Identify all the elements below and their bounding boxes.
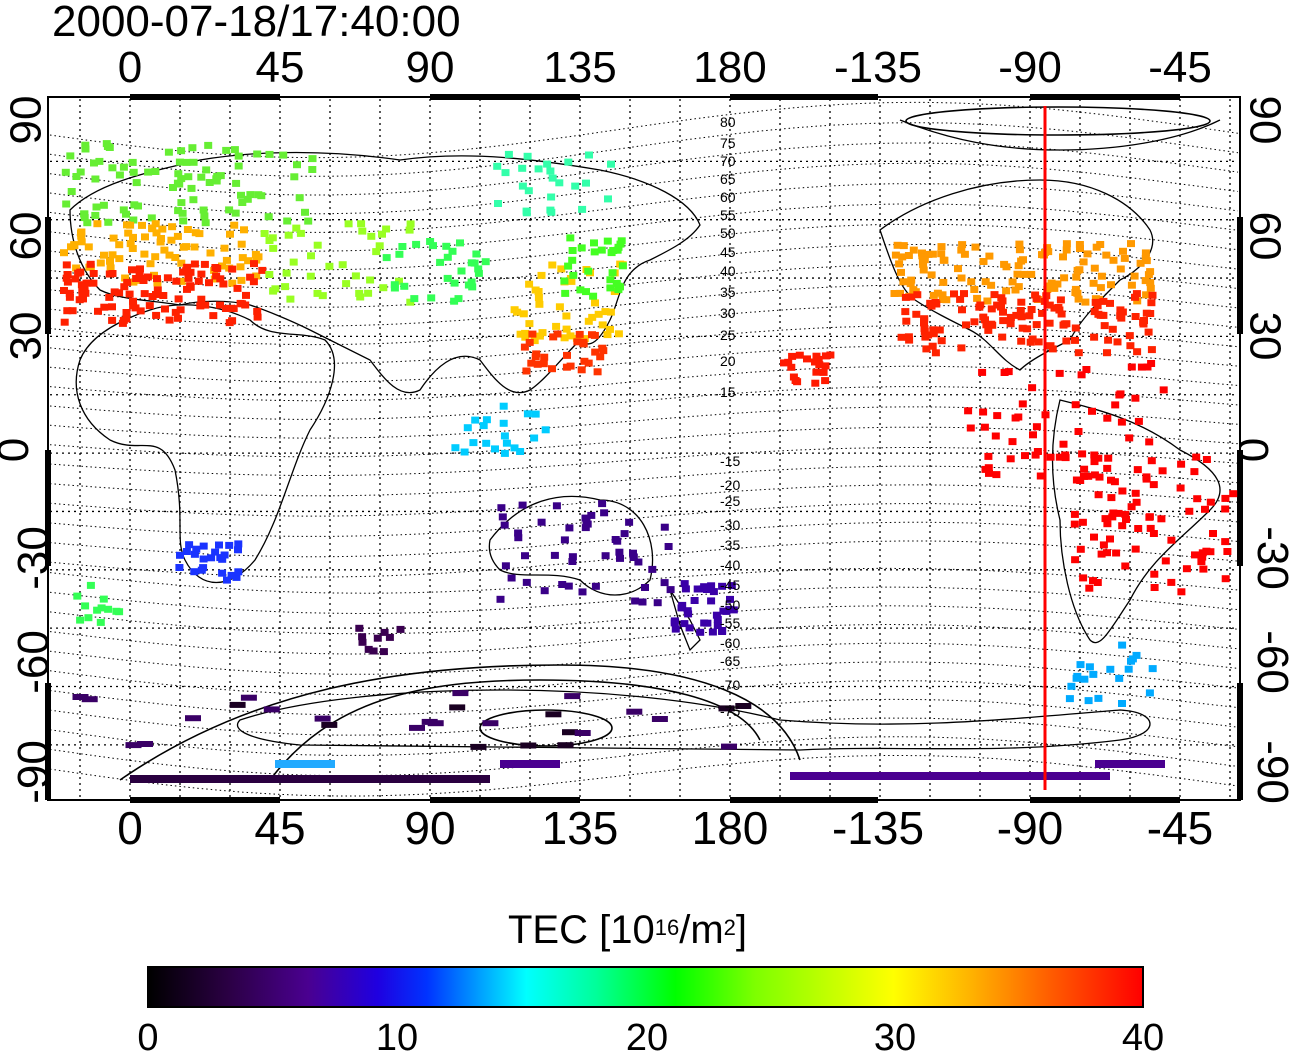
contour-label: -50 — [720, 597, 740, 613]
colorbar-tick: 10 — [375, 1017, 419, 1059]
contour-label: -75 — [720, 703, 740, 719]
bottom-lon-label: -45 — [1146, 802, 1214, 854]
bottom-lon-label: -135 — [831, 802, 925, 854]
contour-label: 20 — [720, 353, 736, 369]
contour-label: 30 — [720, 305, 736, 321]
contour-label: -40 — [720, 557, 740, 573]
contour-label: 55 — [720, 207, 736, 223]
contour-label: -55 — [720, 615, 740, 631]
contour-label: -25 — [720, 493, 740, 509]
contour-labels: 80 75 70 65 60 55 50 45 40 35 30 25 20 15 -15 -20-25 -30… — [720, 114, 740, 719]
bottom-lon-label: -90 — [996, 802, 1064, 854]
contour-label: -45 — [720, 577, 740, 593]
top-lon-label: 135 — [543, 43, 617, 92]
top-lon-label: -135 — [833, 43, 923, 92]
colorbar-title: TEC [1016/m2] — [508, 908, 748, 952]
contour-label: -35 — [720, 537, 740, 553]
bottom-lon-label: 90 — [404, 802, 456, 854]
contour-label: 50 — [720, 225, 736, 241]
contour-label: -70 — [720, 677, 740, 693]
top-lon-label: 0 — [117, 43, 143, 92]
bottom-lon-label: 135 — [541, 802, 619, 854]
top-lon-label: 90 — [405, 43, 455, 92]
contour-label: 80 — [720, 114, 736, 130]
top-lon-label: 180 — [693, 43, 767, 92]
bottom-lon-label: 0 — [117, 802, 143, 854]
lat-lon-grid — [50, 99, 1238, 798]
colorbar-tick: 40 — [1121, 1017, 1165, 1059]
colorbar-tick: 0 — [137, 1017, 159, 1059]
top-lon-label: -90 — [998, 43, 1062, 92]
bottom-lon-label: 180 — [691, 802, 769, 854]
top-lon-label: -45 — [1148, 43, 1212, 92]
colorbar-tick: 30 — [873, 1017, 917, 1059]
contour-label: 75 — [720, 135, 736, 151]
contour-label: 60 — [720, 189, 736, 205]
axis-thick-segments — [45, 94, 1243, 803]
contour-label: 70 — [720, 153, 736, 169]
contour-label: -20 — [720, 477, 740, 493]
bottom-lon-label: 45 — [254, 802, 306, 854]
contour-label: 65 — [720, 171, 736, 187]
tec-data-points — [60, 140, 1238, 783]
top-lon-label: 45 — [255, 43, 305, 92]
map-frame — [47, 96, 1241, 801]
contour-label: 40 — [720, 263, 736, 279]
contour-label: 25 — [720, 327, 736, 343]
colorbar-tick: 20 — [625, 1017, 669, 1059]
timestamp-title: 2000-07-18/17:40:00 — [52, 0, 461, 46]
contour-label: -60 — [720, 635, 740, 651]
contour-label: 45 — [720, 244, 736, 260]
contour-label: 35 — [720, 284, 736, 300]
contour-label: -30 — [720, 517, 740, 533]
contour-label: -15 — [720, 453, 740, 469]
tec-colorbar — [147, 966, 1144, 1008]
contour-label: 15 — [720, 384, 736, 400]
contour-label: -65 — [720, 653, 740, 669]
